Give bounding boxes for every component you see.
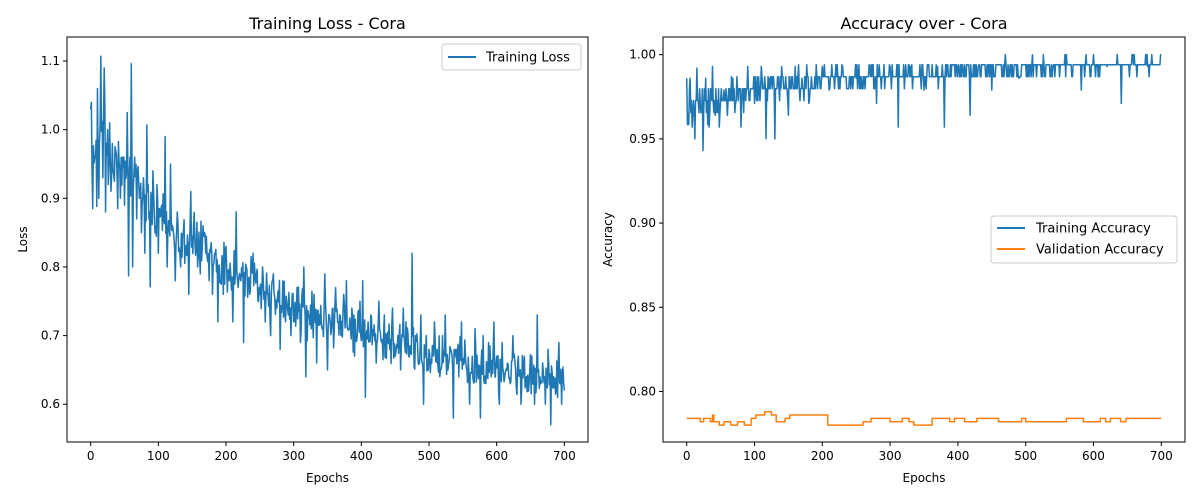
loss-x-axis-label: Epochs bbox=[306, 471, 349, 485]
loss-x-tick-label: 600 bbox=[485, 449, 508, 463]
accuracy-y-tick-label: 0.80 bbox=[629, 384, 656, 398]
loss-legend-label-training-loss: Training Loss bbox=[485, 51, 570, 66]
accuracy-series-validation-accuracy bbox=[686, 410, 1162, 426]
loss-x-tick-label: 100 bbox=[147, 449, 170, 463]
loss-y-ticks: 0.6 0.7 0.8 0.9 1.0 1.1 bbox=[41, 54, 67, 411]
loss-plot-frame bbox=[66, 36, 589, 443]
loss-x-tick-label: 400 bbox=[350, 449, 373, 463]
accuracy-y-tick-label: 0.85 bbox=[629, 300, 656, 314]
accuracy-x-tick-label: 700 bbox=[1150, 449, 1173, 463]
accuracy-legend-label-validation: Validation Accuracy bbox=[1036, 243, 1164, 258]
loss-y-tick-label: 0.8 bbox=[41, 260, 60, 274]
accuracy-legend-label-training: Training Accuracy bbox=[1035, 222, 1151, 237]
loss-x-ticks: 0 100 200 300 400 500 600 700 bbox=[87, 442, 576, 463]
loss-y-axis-label: Loss bbox=[16, 226, 30, 252]
loss-y-tick-label: 0.9 bbox=[41, 191, 60, 205]
accuracy-x-tick-label: 200 bbox=[811, 449, 834, 463]
loss-y-tick-label: 1.0 bbox=[41, 123, 60, 137]
accuracy-x-axis-label: Epochs bbox=[903, 471, 946, 485]
loss-series-layer bbox=[89, 55, 566, 426]
accuracy-y-axis-label: Accuracy bbox=[601, 212, 615, 267]
loss-legend: Training Loss bbox=[441, 43, 582, 71]
loss-chart: 0 100 200 300 400 500 600 700 0.6 0.7 0.8 0.9 1.0 1.… bbox=[16, 14, 589, 485]
accuracy-legend-box bbox=[990, 215, 1178, 264]
loss-series-training-loss bbox=[89, 55, 566, 426]
accuracy-chart: 0 100 200 300 400 500 600 700 0.80 0.85 0.90 0.95 1… bbox=[601, 14, 1186, 485]
accuracy-x-tick-label: 500 bbox=[1014, 449, 1037, 463]
accuracy-x-ticks: 0 100 200 300 400 500 600 700 bbox=[683, 442, 1173, 463]
loss-y-tick-label: 0.6 bbox=[41, 397, 60, 411]
accuracy-x-tick-label: 600 bbox=[1082, 449, 1105, 463]
loss-y-tick-label: 1.1 bbox=[41, 54, 60, 68]
loss-x-tick-label: 300 bbox=[282, 449, 305, 463]
accuracy-x-tick-label: 100 bbox=[743, 449, 766, 463]
accuracy-y-tick-label: 0.95 bbox=[629, 132, 656, 146]
accuracy-legend: Training Accuracy Validation Accuracy bbox=[990, 215, 1178, 264]
accuracy-series-training-accuracy bbox=[685, 53, 1162, 152]
accuracy-y-tick-label: 0.90 bbox=[629, 216, 656, 230]
accuracy-chart-title: Accuracy over - Cora bbox=[840, 14, 1007, 33]
accuracy-y-ticks: 0.80 0.85 0.90 0.95 1.00 bbox=[629, 48, 663, 398]
accuracy-series-layer bbox=[685, 53, 1162, 426]
accuracy-x-tick-label: 300 bbox=[879, 449, 902, 463]
accuracy-y-tick-label: 1.00 bbox=[629, 48, 656, 62]
accuracy-plot-frame bbox=[662, 36, 1186, 443]
accuracy-x-tick-label: 400 bbox=[946, 449, 969, 463]
loss-y-tick-label: 0.7 bbox=[41, 329, 60, 343]
accuracy-x-tick-label: 0 bbox=[683, 449, 691, 463]
loss-x-tick-label: 200 bbox=[215, 449, 238, 463]
loss-x-tick-label: 0 bbox=[87, 449, 95, 463]
loss-chart-title: Training Loss - Cora bbox=[248, 14, 406, 33]
loss-x-tick-label: 500 bbox=[418, 449, 441, 463]
loss-legend-box bbox=[441, 43, 582, 71]
loss-x-tick-label: 700 bbox=[553, 449, 576, 463]
